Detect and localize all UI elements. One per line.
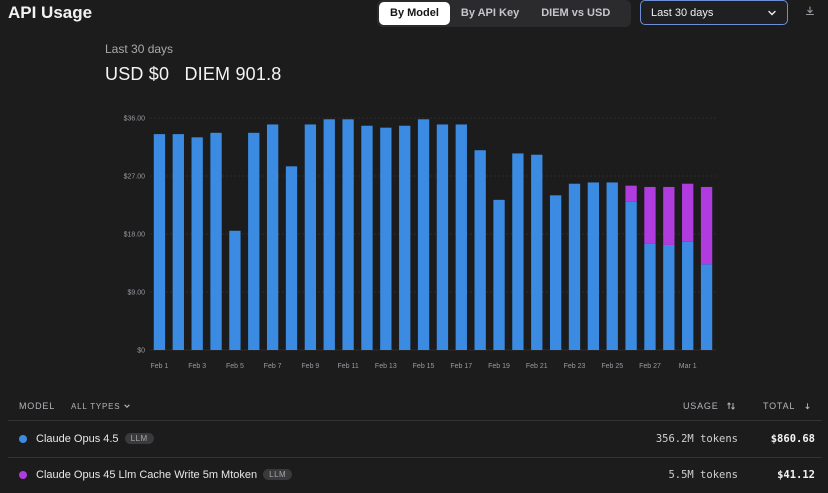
bar <box>417 119 430 351</box>
tab-by-api-key[interactable]: By API Key <box>460 7 520 19</box>
bar <box>700 264 713 350</box>
usage-cell: 356.2M tokens <box>655 433 738 445</box>
x-tick-label: Feb 23 <box>564 363 586 370</box>
x-tick-label: Feb 7 <box>264 363 282 370</box>
model-name-cell: Claude Opus 45 Llm Cache Write 5m Mtoken… <box>36 469 293 481</box>
period-label: Last 30 days <box>105 42 174 56</box>
page-title: API Usage <box>8 3 93 22</box>
bar <box>248 132 260 350</box>
bar <box>399 125 411 350</box>
y-tick-label: $36.00 <box>124 116 146 123</box>
bar <box>191 137 203 350</box>
date-range-value: Last 30 days <box>651 6 714 19</box>
bar <box>380 127 392 351</box>
date-range-select[interactable]: Last 30 days <box>640 0 788 25</box>
usage-cell: 5.5M tokens <box>668 469 738 481</box>
series-color-dot <box>19 435 27 443</box>
y-tick-label: $18.00 <box>124 232 146 239</box>
x-tick-label: Feb 11 <box>337 363 358 370</box>
bar <box>644 186 656 244</box>
bar <box>266 124 279 350</box>
diem-total: DIEM 901.8 <box>184 64 282 84</box>
model-type-badge: LLM <box>263 469 293 480</box>
divider <box>8 420 822 421</box>
x-tick-label: Feb 19 <box>488 363 510 370</box>
divider <box>8 457 822 458</box>
bar <box>229 230 241 350</box>
bar <box>663 186 675 245</box>
tab-diem-vs-usd[interactable]: DIEM vs USD <box>541 7 611 19</box>
bar <box>285 166 298 350</box>
bar <box>304 124 317 350</box>
series-color-dot <box>19 471 27 479</box>
bar <box>682 183 694 242</box>
column-total[interactable]: TOTAL <box>763 401 812 411</box>
x-tick-label: Feb 13 <box>375 363 397 370</box>
column-total-label: TOTAL <box>763 401 795 411</box>
usd-total: USD $0 <box>105 64 170 84</box>
model-type-badge: LLM <box>124 433 154 444</box>
bar <box>153 134 166 350</box>
sort-icon <box>726 402 735 410</box>
bar <box>700 186 713 265</box>
x-tick-label: Feb 17 <box>450 363 472 370</box>
usage-bar-chart: $0 $9.00 $18.00 $27.00 $36.00 Feb 1 Feb 3 Feb 5… <box>124 116 716 370</box>
chevron-down-icon <box>768 10 776 15</box>
bar <box>361 125 373 350</box>
x-tick-label: Feb 9 <box>301 363 319 370</box>
model-name: Claude Opus 4.5 <box>36 433 119 445</box>
model-name-cell: Claude Opus 4.5 LLM <box>36 433 154 445</box>
bar <box>682 241 694 350</box>
tab-by-model[interactable]: By Model <box>379 2 450 25</box>
chevron-down-icon <box>124 404 131 408</box>
bar <box>493 199 505 350</box>
bar <box>568 183 581 350</box>
view-tabs: By Model By API Key DIEM vs USD <box>377 0 631 27</box>
x-tick-label: Feb 21 <box>526 363 548 370</box>
column-usage[interactable]: USAGE <box>683 401 736 411</box>
x-tick-label: Mar 1 <box>679 363 697 370</box>
bar <box>587 182 600 350</box>
x-tick-label: Feb 1 <box>150 363 168 370</box>
download-icon[interactable] <box>804 5 816 17</box>
bar <box>606 182 618 350</box>
bar <box>549 195 562 350</box>
bar <box>323 119 335 351</box>
bar <box>663 244 675 350</box>
x-tick-label: Feb 5 <box>226 363 244 370</box>
bar <box>625 185 637 202</box>
bar <box>172 134 184 350</box>
x-tick-label: Feb 27 <box>639 363 661 370</box>
bar <box>210 132 222 350</box>
totals-summary: USD $0 DIEM 901.8 <box>105 64 291 85</box>
column-usage-label: USAGE <box>683 401 719 411</box>
bar <box>644 243 656 350</box>
bar <box>455 124 467 350</box>
bar <box>342 119 354 351</box>
bar <box>531 154 543 350</box>
table-header: MODEL ALL TYPES USAGE TOTAL <box>0 398 828 416</box>
y-tick-label: $9.00 <box>127 290 145 297</box>
bar <box>436 124 449 350</box>
bar <box>474 150 486 350</box>
type-filter-label: ALL TYPES <box>71 402 121 411</box>
y-tick-label: $0 <box>137 348 145 355</box>
type-filter[interactable]: ALL TYPES <box>71 402 131 411</box>
total-cell: $860.68 <box>770 433 815 445</box>
table-row[interactable]: Claude Opus 4.5 LLM 356.2M tokens $860.68 <box>0 423 828 457</box>
total-cell: $41.12 <box>777 469 815 481</box>
y-tick-label: $27.00 <box>124 174 146 181</box>
x-tick-label: Feb 3 <box>188 363 206 370</box>
arrow-down-icon <box>805 403 810 410</box>
bar <box>512 153 524 350</box>
model-name: Claude Opus 45 Llm Cache Write 5m Mtoken <box>36 469 258 481</box>
column-model: MODEL <box>19 401 56 411</box>
x-tick-label: Feb 15 <box>413 363 435 370</box>
bar <box>625 201 637 350</box>
x-tick-label: Feb 25 <box>601 363 623 370</box>
table-row[interactable]: Claude Opus 45 Llm Cache Write 5m Mtoken… <box>0 459 828 493</box>
